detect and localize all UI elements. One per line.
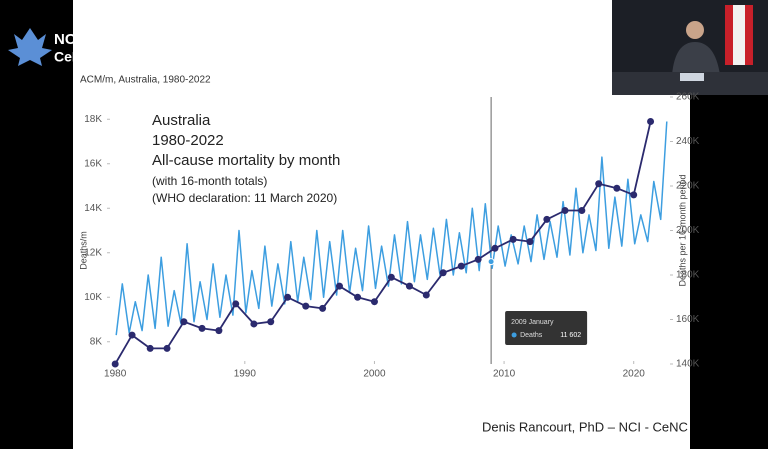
series-dot bbox=[491, 244, 499, 252]
series-dot bbox=[387, 273, 395, 281]
tooltip-name: Deaths bbox=[520, 332, 543, 339]
y2-tick-label: 240K bbox=[676, 136, 700, 147]
logo-leaf bbox=[8, 28, 52, 66]
series-dot bbox=[578, 206, 586, 214]
footer: Denis Rancourt, PhD – NCI - CeNC bbox=[482, 419, 688, 434]
y-axis-label: Deaths/m bbox=[78, 231, 88, 270]
series-dot bbox=[630, 191, 638, 199]
series-dot bbox=[595, 180, 603, 188]
chart-title: All-cause mortality by month bbox=[152, 152, 340, 169]
series-dot bbox=[354, 293, 362, 301]
y2-tick-label: 260K bbox=[676, 92, 700, 103]
person bbox=[686, 21, 704, 39]
series-dot bbox=[613, 184, 621, 192]
series-dot bbox=[526, 238, 534, 246]
y-tick-label: 12K bbox=[84, 247, 102, 258]
y2-tick-label: 180K bbox=[676, 270, 700, 281]
desk bbox=[612, 72, 768, 95]
flag bbox=[733, 5, 745, 65]
tooltip-value: 11 602 bbox=[560, 332, 581, 339]
series-dot bbox=[370, 298, 378, 306]
series-dot bbox=[457, 262, 465, 270]
series-dot bbox=[250, 320, 258, 328]
y-tick-label: 18K bbox=[84, 114, 102, 125]
nameplate bbox=[680, 73, 704, 81]
series-dot bbox=[163, 344, 171, 352]
x-tick-label: 1990 bbox=[234, 369, 257, 380]
series-dot bbox=[146, 344, 154, 352]
series-dot bbox=[474, 255, 482, 263]
series-dot bbox=[439, 269, 447, 277]
chart-subtitle: (with 16-month totals) bbox=[152, 174, 267, 188]
y-tick-label: 14K bbox=[84, 203, 102, 214]
series-dot bbox=[561, 206, 569, 214]
series-dot bbox=[647, 117, 655, 125]
y2-axis-label: Deaths per 16-month period bbox=[677, 174, 687, 286]
series-dot bbox=[284, 293, 292, 301]
series-dot bbox=[405, 282, 413, 290]
logo: NCI CeNC bbox=[8, 28, 92, 66]
y2-tick-label: 160K bbox=[676, 314, 700, 325]
person bbox=[672, 42, 720, 75]
y-tick-label: 10K bbox=[84, 292, 102, 303]
series-dot bbox=[215, 327, 223, 335]
series-dot bbox=[267, 318, 275, 326]
chart-title: 1980-2022 bbox=[152, 132, 224, 149]
y-tick-label: 16K bbox=[84, 158, 102, 169]
chart-caption: ACM/m, Australia, 1980-2022 bbox=[80, 75, 211, 86]
logo-text: NCI bbox=[54, 31, 80, 48]
chart-title: Australia bbox=[152, 112, 211, 129]
x-tick-label: 2020 bbox=[623, 369, 646, 380]
series-dot bbox=[180, 318, 188, 326]
series-dot bbox=[198, 324, 206, 332]
series-dot bbox=[509, 235, 517, 243]
series-dot bbox=[111, 360, 119, 368]
chart-subtitle: (WHO declaration: 11 March 2020) bbox=[152, 191, 337, 205]
x-tick-label: 2000 bbox=[363, 369, 386, 380]
x-tick-label: 2010 bbox=[493, 369, 516, 380]
tooltip: 2009 January Deaths 11 602 bbox=[505, 311, 588, 345]
y2-tick-label: 140K bbox=[676, 359, 700, 370]
x-tick-label: 1980 bbox=[104, 369, 127, 380]
tooltip-box bbox=[505, 311, 588, 345]
series-dot bbox=[232, 300, 240, 308]
series-dot bbox=[335, 282, 343, 290]
y2-tick-label: 220K bbox=[676, 181, 700, 192]
series-dot bbox=[422, 291, 430, 299]
tooltip-point bbox=[487, 258, 495, 266]
series-dot bbox=[302, 302, 310, 310]
series-dot bbox=[543, 215, 551, 223]
series-dot bbox=[128, 331, 136, 339]
series-dot bbox=[319, 304, 327, 312]
series-line bbox=[115, 121, 668, 336]
tooltip-swatch bbox=[511, 332, 517, 338]
webcam bbox=[612, 0, 768, 95]
y-tick-label: 8K bbox=[90, 336, 103, 347]
tooltip-title: 2009 January bbox=[511, 319, 554, 326]
y2-tick-label: 200K bbox=[676, 225, 700, 236]
logo-text: CeNC bbox=[54, 49, 92, 65]
